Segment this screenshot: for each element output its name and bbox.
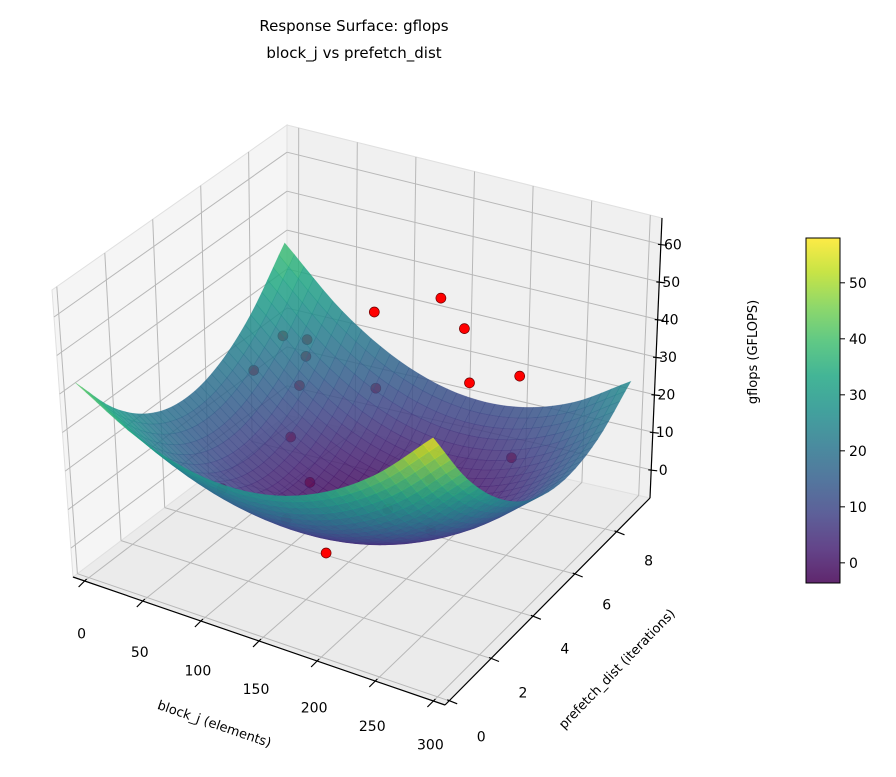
y-tick-label: 2: [519, 686, 528, 702]
x-gridline: [433, 495, 640, 702]
z-tick: [654, 318, 664, 322]
z-tick: [651, 394, 661, 397]
x-tick: [136, 598, 146, 608]
x-tick: [368, 678, 378, 688]
x-tick-label: 250: [359, 719, 386, 735]
scatter-point: [464, 377, 475, 389]
z-gridline: [56, 190, 288, 356]
chart-subtitle: block_j vs prefetch_dist: [266, 44, 441, 63]
scatter-point: [320, 547, 332, 559]
z-tick-label: 20: [658, 388, 676, 404]
z-tick-label: 30: [659, 350, 677, 366]
x-tick: [194, 618, 204, 628]
scatter-point: [435, 292, 447, 304]
y-tick: [614, 530, 625, 536]
colorbar: 0 10 20 30 40 50: [805, 237, 867, 584]
colorbar-gradient: [806, 238, 840, 583]
colorbar-tick-label: 30: [849, 388, 867, 404]
x-tick: [310, 658, 320, 668]
x-axis-label: block_j (elements): [155, 698, 273, 751]
x-gridline: [638, 215, 651, 496]
colorbar-tick-label: 40: [849, 332, 867, 348]
y-gridline: [77, 573, 450, 702]
x-tick: [252, 638, 262, 648]
z-tick: [649, 431, 659, 434]
x-tick-label: 150: [243, 682, 270, 698]
z-tick-label: 0: [659, 463, 668, 479]
z-gridline: [286, 151, 662, 245]
y-tick-label: 6: [602, 597, 611, 613]
z-tick: [656, 281, 666, 284]
y-tick-label: 4: [560, 641, 569, 657]
response-surface: [75, 242, 632, 546]
x-tick: [426, 698, 436, 708]
z-tick-label: 50: [662, 275, 680, 291]
y-axis-label: prefetch_dist (iterations): [556, 607, 678, 733]
y-gridline: [152, 219, 166, 508]
z-tick: [657, 243, 667, 246]
scatter-point: [368, 306, 380, 318]
y-gridline: [56, 286, 78, 574]
y-gridline: [104, 252, 122, 541]
x-gridline: [374, 482, 583, 682]
z-tick-label: 10: [656, 425, 674, 441]
z-gridline: [53, 151, 288, 318]
y-gridline: [120, 540, 492, 659]
y-axis-line: [444, 497, 651, 706]
y-tick-label: 8: [644, 553, 653, 569]
y-tick: [446, 699, 458, 705]
scatter-point: [459, 323, 470, 334]
y-tick-label: 0: [477, 730, 486, 746]
x-tick-label: 300: [417, 737, 444, 753]
surface-facet: [422, 437, 440, 452]
colorbar-tick-label: 20: [849, 444, 867, 460]
colorbar-tick-label: 0: [849, 556, 858, 572]
y-tick: [488, 656, 500, 663]
y-tick: [572, 572, 583, 578]
y-gridline: [164, 507, 534, 617]
axes-lines: [72, 217, 667, 708]
colorbar-tick-label: 10: [849, 500, 867, 516]
y-tick: [530, 614, 542, 620]
colorbar-frame: [805, 237, 841, 584]
z-gridline: [286, 268, 657, 358]
tick-labels: 0 50 100 150 200 250 300 0 2 4 6 8 0 10 20 30 40 50 60: [77, 237, 682, 753]
chart-title: Response Surface: gflops: [259, 17, 448, 35]
scatter-points-front: [320, 292, 526, 559]
scatter-point: [514, 370, 526, 382]
x-tick-label: 100: [185, 664, 212, 680]
x-tick: [78, 578, 88, 588]
z-tick: [652, 356, 663, 359]
z-tick-label: 60: [664, 237, 682, 253]
z-gridline: [59, 229, 288, 395]
z-axis-label: gflops (GFLOPS): [746, 300, 761, 404]
z-tick: [648, 469, 658, 472]
x-tick-label: 50: [131, 645, 149, 661]
x-tick-label: 200: [301, 700, 328, 716]
z-tick-label: 40: [661, 312, 679, 328]
x-tick-label: 0: [77, 627, 86, 643]
colorbar-tick-label: 50: [849, 276, 867, 292]
z-gridline: [286, 190, 660, 283]
z-gridline: [286, 229, 658, 320]
